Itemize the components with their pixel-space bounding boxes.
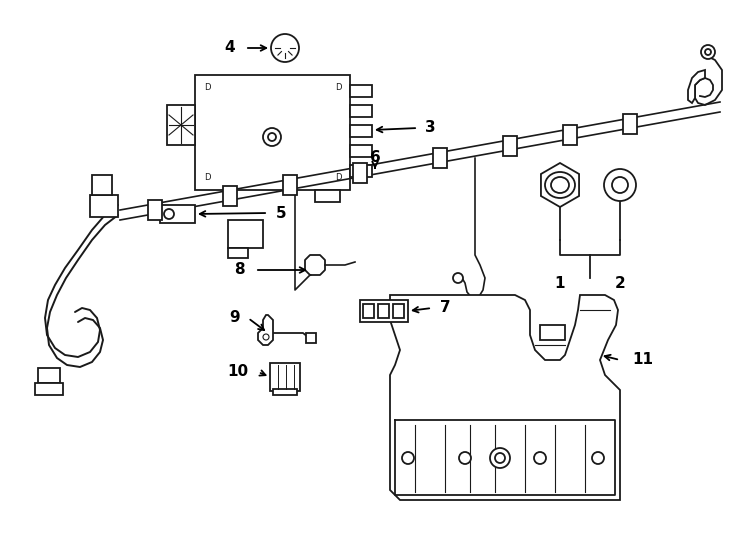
Bar xyxy=(503,136,517,156)
Bar xyxy=(273,389,297,395)
Circle shape xyxy=(459,452,471,464)
Bar xyxy=(363,304,374,318)
Circle shape xyxy=(263,334,269,340)
Text: D: D xyxy=(204,173,210,183)
Bar xyxy=(270,363,300,391)
Bar xyxy=(378,304,389,318)
Text: D: D xyxy=(335,83,341,91)
Circle shape xyxy=(592,452,604,464)
Bar xyxy=(35,383,63,395)
Circle shape xyxy=(604,169,636,201)
Circle shape xyxy=(495,453,505,463)
Bar xyxy=(360,300,408,322)
Circle shape xyxy=(701,45,715,59)
Text: D: D xyxy=(204,83,210,91)
Polygon shape xyxy=(688,70,705,103)
Polygon shape xyxy=(258,315,273,345)
Bar xyxy=(38,368,60,383)
Bar xyxy=(90,195,118,217)
Ellipse shape xyxy=(545,172,575,198)
Text: 11: 11 xyxy=(632,353,653,368)
Circle shape xyxy=(402,452,414,464)
Text: D: D xyxy=(335,173,341,183)
Text: 9: 9 xyxy=(229,310,240,326)
Text: 3: 3 xyxy=(425,120,435,136)
Bar xyxy=(306,333,316,343)
Bar xyxy=(350,125,372,137)
Bar xyxy=(228,248,248,258)
Bar xyxy=(223,186,237,206)
Text: 7: 7 xyxy=(440,300,451,315)
Circle shape xyxy=(490,448,510,468)
Bar xyxy=(433,148,447,168)
Circle shape xyxy=(705,49,711,55)
Bar xyxy=(350,105,372,117)
Circle shape xyxy=(534,452,546,464)
Bar xyxy=(92,175,112,195)
Bar xyxy=(160,205,195,223)
Bar xyxy=(283,176,297,195)
Circle shape xyxy=(453,273,463,283)
Polygon shape xyxy=(390,295,620,500)
Bar xyxy=(315,190,340,202)
Bar xyxy=(167,105,195,145)
Bar xyxy=(350,145,372,157)
Circle shape xyxy=(612,177,628,193)
Circle shape xyxy=(268,133,276,141)
Text: 10: 10 xyxy=(227,364,248,380)
Bar xyxy=(623,114,637,134)
Bar xyxy=(195,75,350,190)
Text: 5: 5 xyxy=(276,206,286,220)
Bar xyxy=(540,325,565,340)
Circle shape xyxy=(164,209,174,219)
Text: 4: 4 xyxy=(225,40,235,56)
Bar xyxy=(148,200,162,220)
Bar xyxy=(563,125,577,145)
Text: 2: 2 xyxy=(614,276,625,292)
Ellipse shape xyxy=(551,177,569,193)
Bar xyxy=(353,163,367,183)
Bar xyxy=(350,85,372,97)
Text: 8: 8 xyxy=(234,262,245,278)
Circle shape xyxy=(263,128,281,146)
Text: 6: 6 xyxy=(370,151,380,165)
Bar xyxy=(393,304,404,318)
Text: 1: 1 xyxy=(555,276,565,292)
Bar xyxy=(228,220,263,248)
Circle shape xyxy=(271,34,299,62)
Polygon shape xyxy=(541,163,579,207)
Bar xyxy=(350,165,372,177)
